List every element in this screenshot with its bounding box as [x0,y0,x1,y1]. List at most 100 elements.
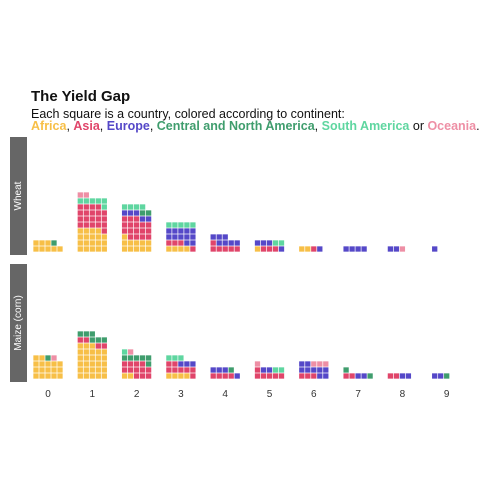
country-square-sa [77,198,83,204]
legend-europe: Europe [107,119,150,133]
country-square-sa [101,204,107,210]
country-square-asia [127,222,134,228]
country-square-asia [89,204,95,210]
country-square-africa [172,246,178,252]
legend-separator: , [315,119,322,133]
country-square-africa [172,373,178,379]
country-square-europe [432,373,438,379]
country-square-asia [139,367,146,373]
facet-strip [10,137,27,255]
country-square-asia [133,234,140,240]
country-square-africa [51,246,57,252]
country-square-asia [254,367,261,373]
country-square-europe [266,367,273,373]
facet-wheat: Wheat [10,137,438,255]
country-square-europe [184,240,190,246]
country-square-europe [234,240,240,246]
country-square-africa [77,361,83,367]
country-square-asia [95,222,101,228]
x-axis: 0 1 2 3 4 5 6 7 8 9 [45,389,450,400]
country-square-cna [343,367,349,373]
x-tick-label: 0 [45,389,51,400]
country-square-cna [121,355,128,361]
country-square-asia [190,246,196,252]
country-square-oceania [77,192,83,198]
legend-separator: or [409,119,427,133]
country-square-asia [190,373,196,379]
country-square-asia [145,222,152,228]
country-square-oceania [254,361,261,367]
country-square-sa [272,240,279,246]
country-square-europe [210,367,216,373]
country-square-africa [83,373,89,379]
country-square-cna [127,355,134,361]
country-square-europe [278,246,285,252]
x-tick-label: 9 [444,389,450,400]
country-square-asia [133,361,140,367]
country-square-africa [305,246,311,252]
country-square-europe [349,246,355,252]
country-square-asia [83,222,89,228]
country-square-asia [139,222,146,228]
country-square-asia [133,222,140,228]
country-square-asia [210,246,216,252]
country-square-africa [45,373,51,379]
country-square-africa [45,367,51,373]
country-square-sa [178,355,184,361]
country-square-asia [278,373,285,379]
country-square-europe [216,367,222,373]
country-square-cna [139,210,146,216]
country-square-asia [127,216,134,222]
country-square-africa [95,234,101,240]
country-square-asia [121,216,128,222]
country-square-asia [305,373,311,379]
country-square-europe [172,234,178,240]
country-square-asia [83,210,89,216]
country-square-africa [178,373,184,379]
country-square-africa [83,228,89,234]
country-square-africa [139,240,146,246]
country-square-asia [77,210,83,216]
country-square-asia [77,222,83,228]
country-square-africa [57,361,63,367]
country-square-europe [228,240,234,246]
country-square-africa [178,246,184,252]
legend-separator: , [150,119,157,133]
country-square-oceania [51,355,57,361]
country-square-africa [77,373,83,379]
country-square-africa [33,246,39,252]
country-square-asia [101,210,107,216]
facets: Wheat Maize (corn) [10,137,450,382]
country-square-europe [190,234,196,240]
country-square-cna [133,355,140,361]
facet-label: Maize (corn) [13,295,24,351]
country-square-asia [311,246,317,252]
country-square-asia [272,373,279,379]
country-square-europe [343,246,349,252]
country-square-europe [254,240,261,246]
country-square-africa [166,246,172,252]
country-square-africa [89,246,95,252]
country-square-asia [228,373,234,379]
country-square-europe [121,210,128,216]
country-square-asia [178,367,184,373]
country-square-africa [77,240,83,246]
country-square-europe [178,234,184,240]
country-square-africa [101,246,107,252]
country-square-asia [190,367,196,373]
country-square-asia [222,373,228,379]
country-square-africa [77,343,83,349]
country-square-sa [190,222,196,228]
country-square-europe [222,367,228,373]
country-square-asia [133,373,140,379]
country-square-asia [234,246,240,252]
country-square-asia [172,361,178,367]
country-square-africa [145,246,152,252]
country-square-africa [101,373,107,379]
country-square-africa [51,373,57,379]
country-square-cna [95,337,101,343]
country-square-asia [121,228,128,234]
country-square-asia [127,361,134,367]
country-square-africa [39,367,45,373]
